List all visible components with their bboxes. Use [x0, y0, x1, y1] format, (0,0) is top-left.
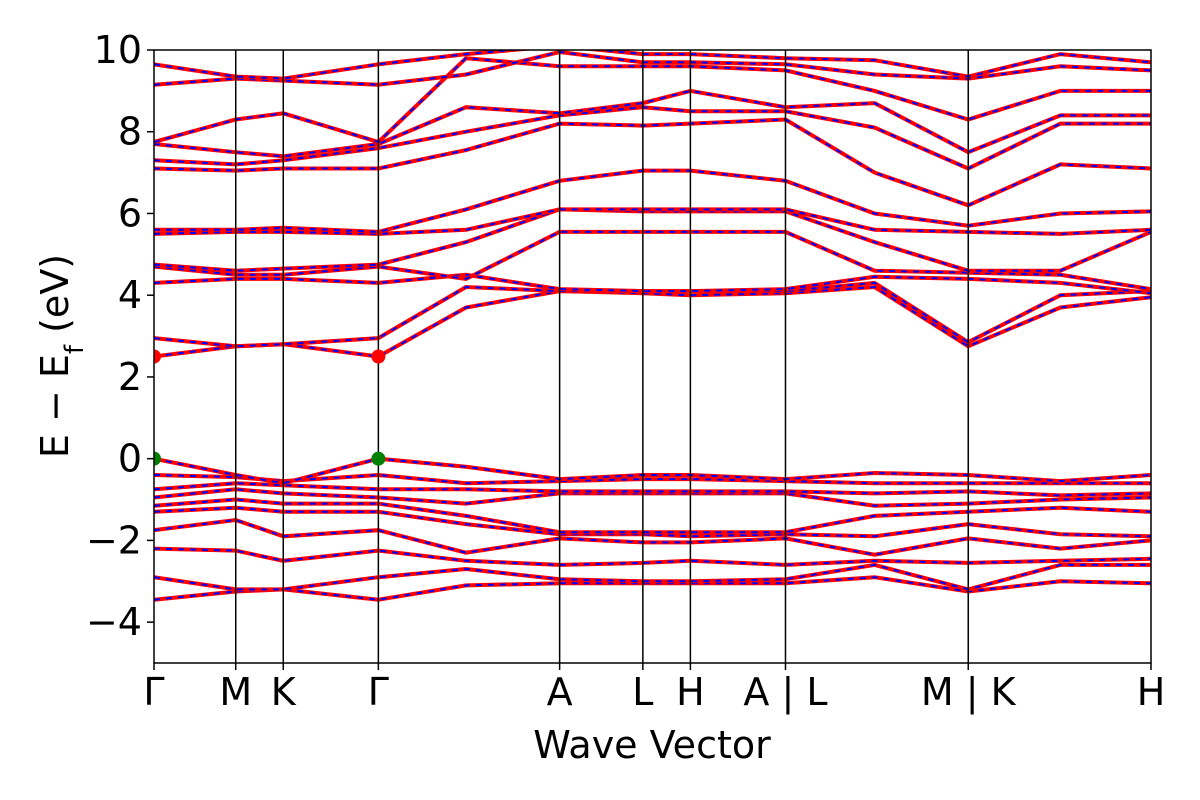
x-axis-label: Wave Vector	[533, 723, 771, 767]
x-tick-label-1: M	[219, 670, 252, 714]
y-tick-label-3: 2	[118, 355, 142, 399]
x-tick-label-5: L	[632, 670, 653, 714]
band-line-up-1	[154, 562, 1151, 592]
band-line-down-14	[154, 208, 1151, 272]
y-tick-label-4: 4	[118, 273, 142, 317]
x-tick-label-6: H	[676, 670, 705, 714]
y-axis-label-unit: (eV)	[33, 254, 77, 345]
bands-layer	[154, 50, 1151, 602]
band-line-up-3	[154, 517, 1151, 557]
band-edge-markers	[154, 349, 386, 466]
kpath-lines	[234, 50, 969, 663]
y-tick-label-1: −2	[86, 518, 142, 562]
y-tick-label-5: 6	[118, 191, 142, 235]
x-tick-label-3: Γ	[368, 670, 389, 714]
cbm-marker-0	[154, 349, 161, 364]
y-tick-label-2: 0	[118, 437, 142, 481]
x-tick-label-8: M | K	[921, 670, 1017, 715]
y-tick-label-6: 8	[118, 110, 142, 154]
y-axis-label: E − Ef (eV)	[33, 254, 90, 458]
y-axis-ticks: −4 −2 0 2 4 6 8 10	[86, 28, 154, 644]
band-line-up-2	[154, 546, 1151, 567]
y-axis-label-main: E − E	[33, 354, 77, 458]
band-line-up-14	[154, 207, 1151, 273]
vbm-marker-1	[371, 451, 386, 466]
x-tick-label-7: A | L	[743, 670, 827, 715]
x-tick-label-2: K	[271, 670, 297, 714]
band-line-down-3	[154, 518, 1151, 556]
y-axis-label-subscript: f	[60, 344, 90, 354]
x-tick-label-9: H	[1137, 670, 1166, 714]
band-line-up-16	[154, 168, 1151, 234]
cbm-marker-1	[371, 349, 386, 364]
y-tick-label-0: −4	[86, 600, 142, 644]
plot-frame	[153, 49, 1152, 664]
y-tick-label-7: 10	[94, 28, 142, 72]
band-line-up-17	[154, 117, 1151, 208]
band-line-up-12	[154, 272, 1151, 296]
band-line-up-10	[154, 284, 1151, 359]
x-tick-label-4: A	[547, 670, 573, 714]
x-tick-label-0: Γ	[143, 670, 164, 714]
vbm-marker-0	[154, 451, 161, 466]
